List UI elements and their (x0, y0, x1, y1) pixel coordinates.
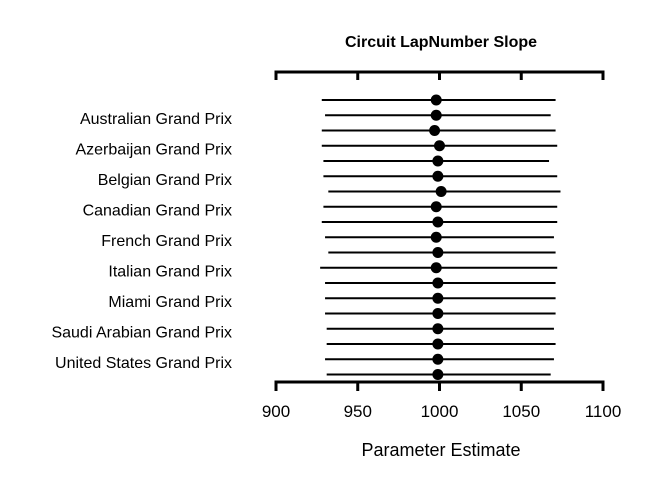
estimate-point (432, 323, 444, 335)
x-tick-label: 900 (262, 402, 290, 421)
x-axis-label: Parameter Estimate (361, 440, 520, 460)
x-tick-label: 950 (344, 402, 372, 421)
top-axis (274, 70, 605, 80)
category-label: French Grand Prix (101, 233, 232, 250)
category-label: Miami Grand Prix (108, 294, 232, 311)
estimate-points (429, 94, 447, 380)
estimate-point (434, 140, 445, 152)
estimate-point (432, 247, 444, 258)
estimate-point (432, 353, 444, 365)
bottom-axis: 900 950 1000 1050 1100 (262, 380, 622, 421)
estimate-point (435, 186, 447, 197)
x-tick-label: 1000 (421, 402, 459, 421)
estimate-point (432, 369, 444, 380)
estimate-point (432, 338, 444, 350)
estimate-point (430, 94, 442, 106)
estimate-point (432, 277, 444, 289)
estimate-point (430, 262, 442, 274)
estimate-point (430, 201, 442, 213)
estimate-point (432, 308, 444, 319)
category-labels: Australian Grand Prix Azerbaijan Grand Pr… (51, 111, 232, 372)
category-label: Australian Grand Prix (80, 111, 232, 128)
category-label: United States Grand Prix (55, 355, 232, 372)
category-label: Canadian Grand Prix (83, 203, 232, 220)
estimate-point (432, 292, 444, 304)
chart-title: Circuit LapNumber Slope (345, 34, 537, 51)
category-label: Azerbaijan Grand Prix (75, 142, 232, 159)
category-label: Belgian Grand Prix (98, 172, 232, 189)
category-label: Italian Grand Prix (108, 264, 232, 281)
estimate-point (430, 231, 442, 243)
estimate-point (432, 155, 444, 167)
estimate-point (432, 216, 444, 228)
estimate-point (430, 109, 442, 121)
estimate-point (432, 170, 444, 182)
x-tick-label: 1050 (502, 402, 540, 421)
x-tick-label: 1100 (585, 402, 622, 421)
category-label: Saudi Arabian Grand Prix (51, 325, 232, 342)
estimate-point (429, 125, 441, 136)
